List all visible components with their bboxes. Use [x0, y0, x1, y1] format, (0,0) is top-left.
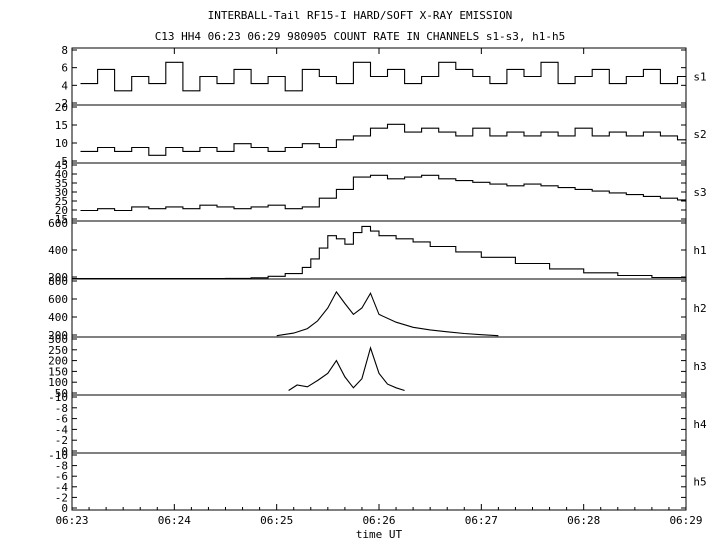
y-tick-label-s3: 45 [55, 159, 68, 172]
y-tick-label-h4: -2 [55, 434, 68, 447]
y-tick-label-s1: 2 [61, 97, 68, 110]
y-tick-label-s3: 25 [55, 195, 68, 208]
channel-label-s2: s2 [693, 128, 706, 141]
y-tick-label-s1: 6 [61, 62, 68, 75]
y-tick-label-h4: -6 [55, 413, 68, 426]
panel-frame-s3 [71, 162, 687, 222]
y-tick-label-h1: 200 [48, 271, 68, 284]
x-axis-label: time UT [356, 528, 403, 541]
channel-label-h3: h3 [693, 360, 706, 373]
x-tick-label: 06:23 [55, 514, 88, 527]
channel-label-h1: h1 [693, 244, 706, 257]
channel-label-s3: s3 [693, 186, 706, 199]
y-tick-label-h5: -8 [55, 460, 68, 473]
series-line-h2 [276, 290, 499, 337]
panel-frame-h2 [71, 278, 687, 338]
x-tick-label: 06:29 [669, 514, 702, 527]
y-tick-label-h1: 600 [48, 217, 68, 230]
y-tick-label-h2: 400 [48, 311, 68, 324]
y-tick-label-h3: 100 [48, 376, 68, 389]
series-line-h3 [288, 346, 405, 392]
panel-frame-h3 [71, 336, 687, 396]
chart-title: INTERBALL-Tail RF15-I HARD/SOFT X-RAY EM… [207, 9, 513, 22]
channel-label-h4: h4 [693, 418, 707, 431]
y-tick-label-h3: 150 [48, 365, 68, 378]
series-line-h1 [72, 225, 687, 280]
x-tick-label: 06:25 [260, 514, 293, 527]
panel-frame-s2 [71, 104, 687, 164]
y-tick-label-h3: 300 [48, 333, 68, 346]
y-tick-label-h2: 600 [48, 293, 68, 306]
channel-label-h2: h2 [693, 302, 706, 315]
y-tick-label-h3: 200 [48, 355, 68, 368]
y-tick-label-h4: 0 [61, 445, 68, 458]
y-tick-label-s2: 20 [55, 101, 68, 114]
series-line-s3 [80, 174, 686, 212]
series-line-s1 [80, 61, 686, 92]
chart-subtitle: C13 HH4 06:23 06:29 980905 COUNT RATE IN… [154, 30, 566, 43]
y-tick-label-h3: 250 [48, 344, 68, 357]
y-tick-label-h3: 50 [55, 387, 68, 400]
y-tick-label-h5: -2 [55, 491, 68, 504]
y-tick-label-s2: 10 [55, 137, 68, 150]
y-tick-label-s1: 8 [61, 44, 68, 57]
y-tick-label-h4: -4 [55, 423, 69, 436]
panel-frame-h1 [71, 220, 687, 280]
y-tick-label-s3: 15 [55, 213, 68, 226]
y-tick-label-s3: 40 [55, 168, 68, 181]
y-tick-label-h4: -8 [55, 402, 68, 415]
y-tick-label-s3: 35 [55, 177, 68, 190]
y-tick-label-s3: 20 [55, 204, 68, 217]
series-line-s2 [80, 123, 686, 156]
x-tick-label: 06:26 [362, 514, 395, 527]
y-tick-label-h5: -4 [55, 481, 69, 494]
x-tick-label: 06:27 [465, 514, 498, 527]
channel-label-s1: s1 [693, 71, 706, 84]
y-tick-label-s2: 15 [55, 119, 68, 132]
panel-frame-h4 [71, 394, 687, 454]
y-tick-label-h1: 400 [48, 244, 68, 257]
y-tick-label-h5: -10 [48, 449, 68, 462]
y-tick-label-h2: 800 [48, 275, 68, 288]
x-tick-label: 06:28 [567, 514, 600, 527]
channel-label-h5: h5 [693, 476, 706, 489]
y-tick-label-h5: -6 [55, 470, 68, 483]
y-tick-label-s3: 30 [55, 186, 68, 199]
y-tick-label-s1: 4 [61, 79, 68, 92]
y-tick-label-h4: -10 [48, 391, 68, 404]
y-tick-label-h5: 0 [61, 502, 68, 515]
y-tick-label-s2: 5 [61, 155, 68, 168]
y-tick-label-h2: 200 [48, 329, 68, 342]
x-tick-label: 06:24 [158, 514, 191, 527]
panel-frame-h5 [71, 452, 687, 511]
